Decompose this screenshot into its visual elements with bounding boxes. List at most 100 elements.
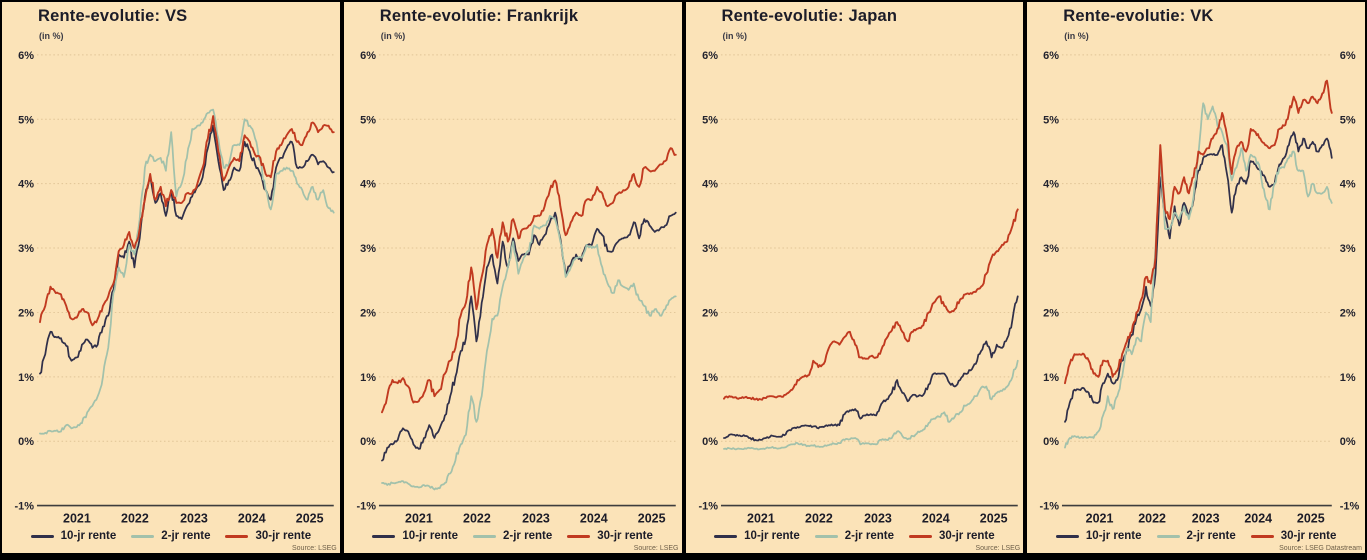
legend-swatch-2jr-icon [1156,534,1180,538]
y-axis-label: 2% [702,307,718,319]
y-axis-label: 3% [1043,243,1059,255]
x-axis-label: 2025 [979,512,1007,526]
y-axis-label: -1% [698,501,718,513]
legend-item-2jr: 2-jr rente [1156,530,1236,542]
legend-swatch-10jr-icon [372,534,396,538]
source-note: Source: LSEG [975,545,1021,552]
legend-label: 10-jr rente [60,530,117,542]
y-axis-label: -1% [1040,501,1060,513]
y-axis-label-right: 6% [1340,50,1356,62]
y-axis-label: 4% [18,179,34,191]
x-axis-label: 2025 [638,512,666,526]
legend-swatch-30jr-icon [567,534,591,538]
legend-label: 30-jr rente [255,530,312,542]
legend-swatch-2jr-icon [131,534,155,538]
y-axis-label: 6% [360,50,376,62]
y-axis-label: 5% [1043,114,1059,126]
x-axis-label: 2022 [1138,512,1166,526]
chart-panel-vs: Rente-evolutie: VS (in %) 6% 5% 4% 3% 2% 1% 0%… [2,2,340,553]
x-axis-label: 2025 [296,512,324,526]
source-note: Source: LSEG Datastream [1279,545,1362,552]
chart-title: Rente-evolutie: VK [1063,7,1214,25]
x-axis-label: 2023 [1192,512,1220,526]
y-axis-label: 1% [360,372,376,384]
series-line-10jr [380,211,677,462]
legend-item-10jr: 10-jr rente [1055,530,1142,542]
series-line-30jr [39,115,335,327]
legend-label: 2-jr rente [503,530,553,542]
y-axis-label: 6% [1043,50,1059,62]
legend-swatch-10jr-icon [1055,534,1079,538]
legend-label: 2-jr rente [844,530,894,542]
x-axis-label: 2024 [580,512,608,526]
series-line-30jr [1064,79,1333,385]
chart-plot-area: 6% 5% 4% 3% 2% 1% 0% -1% 2021 2022 2023 2024 2025 [698,50,1019,526]
x-axis-label: 2022 [463,512,491,526]
chart-panel-japan: Rente-evolutie: Japan (in %) 6% 5% 4% 3% 2% 1… [685,2,1024,553]
chart-legend: 10-jr rente 2-jr rente 30-jr rente [2,530,340,542]
legend-item-30jr: 30-jr rente [1250,530,1336,542]
legend-item-30jr: 30-jr rente [908,530,995,542]
y-axis-label: 1% [18,372,34,384]
legend-label: 10-jr rente [1085,530,1142,542]
y-axis-label: 1% [1043,372,1059,384]
chart-legend: 10-jr rente 2-jr rente 30-jr rente [1027,530,1365,542]
y-axis-label-right: -1% [1340,501,1360,513]
y-axis-label-right: 3% [1340,243,1356,255]
legend-item-2jr: 2-jr rente [131,530,210,542]
y-axis-label: 0% [702,436,718,448]
y-axis-label: 5% [702,114,718,126]
y-axis-label: 0% [1043,436,1059,448]
y-axis-label: 2% [360,307,376,319]
y-axis-label: 3% [360,243,376,255]
series-line-2jr [380,215,677,491]
x-axis-label: 2023 [180,512,208,526]
y-axis-label: -1% [356,501,376,513]
chart-panel-frankrijk: Rente-evolutie: Frankrijk (in %) 6% 5% 4% 3… [343,2,682,553]
legend-label: 10-jr rente [402,530,459,542]
legend-label: 30-jr rente [597,530,653,542]
x-axis-label: 2022 [121,512,149,526]
y-axis-label: 0% [18,436,34,448]
chart-legend: 10-jr rente 2-jr rente 30-jr rente [686,530,1024,542]
source-note: Source: LSEG [292,545,337,552]
legend-item-10jr: 10-jr rente [372,530,458,542]
x-axis-label: 2021 [405,512,433,526]
x-axis-label: 2025 [1297,512,1325,526]
legend-item-10jr: 10-jr rente [714,530,800,542]
chart-subtitle: (in %) [380,31,406,41]
y-axis-label: 4% [1043,179,1059,191]
legend-item-2jr: 2-jr rente [473,530,552,542]
chart-title: Rente-evolutie: Japan [721,7,898,25]
x-axis-label: 2024 [1245,512,1273,526]
series-line-2jr [722,359,1019,451]
chart-plot-area: 6% 5% 4% 3% 2% 1% 0% -1% 6% 5% 4% 3% 2% 1% 0% -1% 2021 20… [1040,50,1360,526]
chart-subtitle: (in %) [1064,31,1089,41]
x-axis-label: 2024 [921,512,949,526]
y-axis-label: 4% [360,179,376,191]
y-axis-label: -1% [14,501,34,513]
series-line-10jr [39,124,335,375]
y-axis-label-right: 0% [1340,436,1356,448]
y-axis-label-right: 2% [1340,307,1356,319]
series-line-30jr [380,147,677,414]
x-axis-label: 2021 [63,512,91,526]
legend-label: 2-jr rente [1186,530,1236,542]
chart-title: Rente-evolutie: Frankrijk [379,7,579,25]
y-axis-label: 2% [18,307,34,319]
y-axis-label: 5% [18,114,34,126]
x-axis-label: 2021 [747,512,775,526]
y-axis-label: 6% [18,50,34,62]
legend-swatch-10jr-icon [714,534,738,538]
x-axis-label: 2024 [238,512,266,526]
y-axis-label: 6% [702,50,718,62]
chart-subtitle: (in %) [39,31,64,41]
legend-label: 10-jr rente [744,530,800,542]
y-axis-label: 3% [18,243,34,255]
legend-item-10jr: 10-jr rente [30,530,117,542]
legend-swatch-30jr-icon [1250,534,1274,538]
legend-label: 30-jr rente [938,530,995,542]
source-note: Source: LSEG [633,545,679,552]
x-axis-label: 2023 [864,512,892,526]
chart-title: Rente-evolutie: VS [38,7,188,25]
